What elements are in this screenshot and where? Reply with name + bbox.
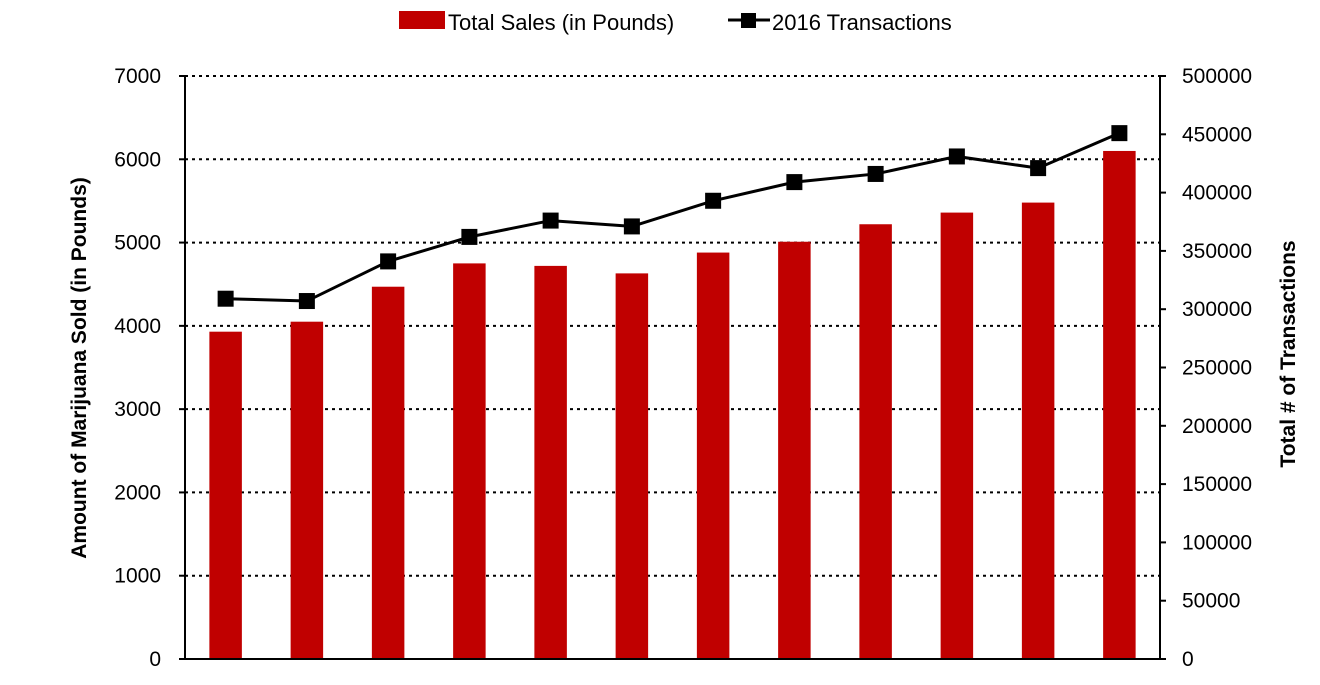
y-axis-title: Amount of Marijuana Sold (in Pounds) bbox=[68, 177, 91, 558]
transactions-marker bbox=[1030, 160, 1047, 177]
legend: Total Sales (in Pounds) 2016 Transaction… bbox=[399, 10, 952, 35]
y2-tick-label: 200000 bbox=[1182, 415, 1252, 438]
sales-bar bbox=[1103, 150, 1136, 659]
y-tick-label: 1000 bbox=[114, 565, 161, 588]
transactions-polyline bbox=[225, 131, 1120, 303]
transactions-marker bbox=[542, 212, 559, 229]
y2-tick-label: 400000 bbox=[1182, 182, 1252, 205]
transactions-marker bbox=[461, 228, 478, 245]
legend-sales-swatch bbox=[399, 11, 445, 29]
y-tick-label: 7000 bbox=[114, 65, 161, 88]
sales-bar bbox=[778, 241, 811, 659]
sales-bar bbox=[534, 265, 567, 659]
legend-transactions-label: 2016 Transactions bbox=[772, 10, 952, 35]
transactions-marker bbox=[948, 148, 965, 165]
legend-transactions-marker bbox=[741, 13, 756, 28]
sales-bar bbox=[615, 273, 649, 659]
transactions-marker bbox=[380, 253, 397, 270]
y-tick-label: 6000 bbox=[114, 148, 161, 171]
transactions-marker bbox=[1111, 125, 1128, 142]
y2-tick-label: 50000 bbox=[1182, 590, 1240, 613]
transactions-marker bbox=[786, 174, 803, 191]
right-axis-ticks: 0 50000 100000 150000 200000 250000 300000 3500… bbox=[1160, 65, 1252, 671]
sales-bar bbox=[371, 286, 405, 659]
transactions-marker bbox=[298, 293, 315, 310]
sales-bar bbox=[940, 212, 974, 660]
sales-bar bbox=[1021, 202, 1055, 659]
transactions-marker bbox=[705, 192, 722, 209]
sales-bar bbox=[453, 263, 486, 659]
transactions-marker bbox=[867, 165, 884, 182]
y2-tick-label: 100000 bbox=[1182, 531, 1252, 554]
sales-bar bbox=[209, 331, 242, 659]
sales-bar bbox=[696, 252, 730, 659]
y-tick-label: 0 bbox=[149, 648, 161, 671]
legend-sales-label: Total Sales (in Pounds) bbox=[448, 10, 674, 35]
y2-tick-label: 0 bbox=[1182, 648, 1194, 671]
y-tick-label: 3000 bbox=[114, 398, 161, 421]
transactions-line bbox=[217, 125, 1128, 310]
y2-tick-label: 500000 bbox=[1182, 65, 1252, 88]
y-tick-label: 5000 bbox=[114, 232, 161, 255]
y-tick-label: 2000 bbox=[114, 481, 161, 504]
y2-tick-label: 350000 bbox=[1182, 240, 1252, 263]
transactions-marker bbox=[623, 218, 640, 235]
transactions-marker bbox=[217, 290, 234, 307]
y-tick-label: 4000 bbox=[114, 315, 161, 338]
y2-tick-label: 300000 bbox=[1182, 298, 1252, 321]
sales-bar bbox=[859, 224, 892, 659]
gridlines bbox=[185, 75, 1160, 577]
y2-tick-label: 450000 bbox=[1182, 123, 1252, 146]
left-axis-ticks: 0 1000 2000 3000 4000 5000 6000 7000 bbox=[114, 65, 185, 671]
y2-tick-label: 250000 bbox=[1182, 357, 1252, 380]
y2-tick-label: 150000 bbox=[1182, 473, 1252, 496]
sales-bar bbox=[290, 321, 324, 659]
sales-bars bbox=[209, 150, 1136, 660]
y2-axis-title: Total # of Transactions bbox=[1277, 240, 1300, 467]
